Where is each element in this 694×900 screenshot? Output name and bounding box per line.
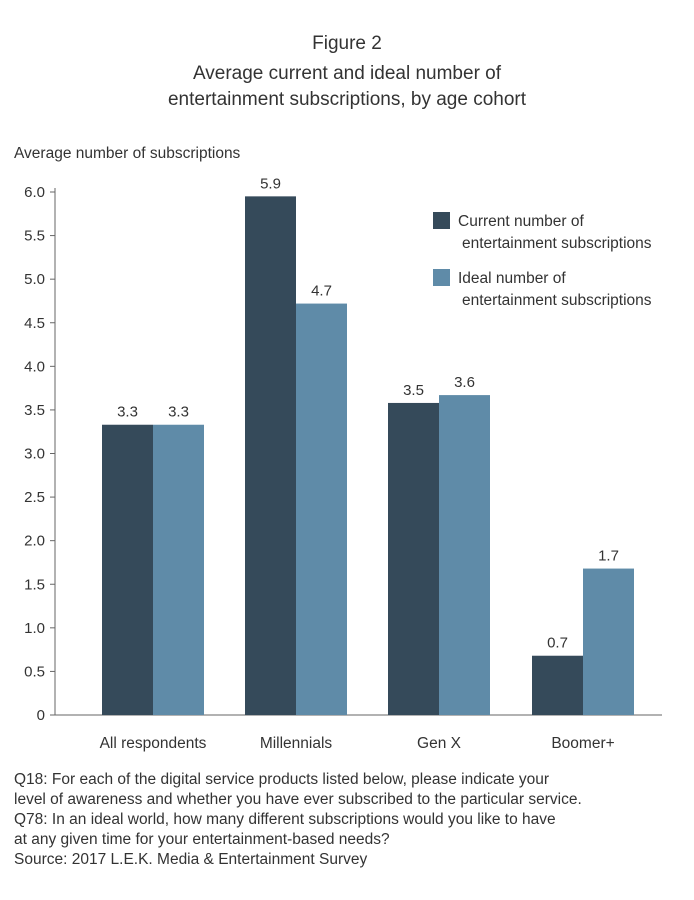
- y-tick-label: 3.5: [24, 402, 45, 419]
- bar: [388, 402, 439, 715]
- y-tick-label: 4.0: [24, 358, 45, 375]
- footnotes: Q18: For each of the digital service pro…: [14, 770, 684, 870]
- x-tick-label: Millennials: [260, 735, 333, 752]
- footnote-line: Q78: In an ideal world, how many differe…: [14, 811, 556, 828]
- figure-title-line-2: entertainment subscriptions, by age coho…: [167, 89, 527, 110]
- data-label: 0.7: [547, 635, 568, 652]
- y-tick-label: 3.0: [24, 446, 45, 463]
- footnote-line: Source: 2017 L.E.K. Media & Entertainmen…: [14, 851, 368, 868]
- x-tick-label: All respondents: [100, 735, 207, 752]
- y-tick-label: 1.0: [24, 620, 45, 637]
- data-label: 5.9: [260, 175, 281, 192]
- x-tick-label: Boomer+: [551, 735, 614, 752]
- bar: [102, 424, 153, 715]
- y-tick-label: 0.5: [24, 663, 45, 680]
- y-axis-title: Average number of subscriptions: [14, 145, 241, 162]
- legend-swatch: [433, 269, 450, 286]
- legend-label: Current number of: [458, 213, 584, 230]
- bar: [245, 196, 296, 715]
- y-tick-label: 2.5: [24, 489, 45, 506]
- x-tick-label: Gen X: [417, 735, 462, 752]
- footnote-line: level of awareness and whether you have …: [14, 791, 582, 808]
- legend-label: entertainment subscriptions: [462, 235, 652, 252]
- footnote-line: Q18: For each of the digital service pro…: [14, 771, 550, 788]
- data-label: 4.7: [311, 283, 332, 300]
- y-tick-label: 2.0: [24, 533, 45, 550]
- bar-chart: Average number of subscriptions 0 0.5 1.0 1.…: [14, 145, 662, 752]
- bar: [439, 395, 490, 715]
- bar: [532, 655, 583, 715]
- y-tick-label: 0: [37, 707, 45, 724]
- legend-label: entertainment subscriptions: [462, 292, 652, 309]
- bar: [296, 303, 347, 715]
- data-label: 3.3: [168, 404, 189, 421]
- y-tick-label: 5.0: [24, 271, 45, 288]
- bar: [583, 568, 634, 715]
- figure-label: Figure 2: [312, 33, 382, 54]
- legend-swatch: [433, 212, 450, 229]
- figure-title-line-1: Average current and ideal number of: [192, 63, 502, 84]
- data-label: 3.6: [454, 374, 475, 391]
- legend-label: Ideal number of: [458, 270, 566, 287]
- data-label: 1.7: [598, 548, 619, 565]
- y-tick-label: 5.5: [24, 228, 45, 245]
- y-tick-label: 4.5: [24, 315, 45, 332]
- data-label: 3.5: [403, 382, 424, 399]
- footnote-line: at any given time for your entertainment…: [14, 831, 390, 848]
- data-label: 3.3: [117, 404, 138, 421]
- y-tick-label: 6.0: [24, 184, 45, 201]
- y-tick-label: 1.5: [24, 576, 45, 593]
- bar: [153, 424, 204, 715]
